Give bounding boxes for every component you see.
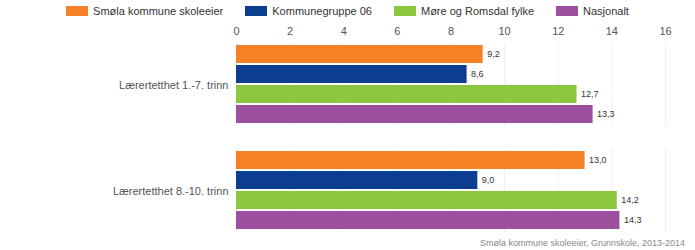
svg-text:9,0: 9,0 <box>482 175 495 185</box>
svg-text:2: 2 <box>287 25 293 37</box>
svg-text:9,2: 9,2 <box>487 49 500 59</box>
svg-text:Lærertetthet 1.-7. trinn: Lærertetthet 1.-7. trinn <box>119 79 228 91</box>
svg-text:8: 8 <box>448 25 454 37</box>
svg-text:6: 6 <box>394 25 400 37</box>
svg-text:12,7: 12,7 <box>581 89 599 99</box>
html-text:Kommunegruppe 06: Kommunegruppe 06 <box>272 5 372 17</box>
svg-text:12: 12 <box>552 25 564 37</box>
html-text:Smøla kommune skoleeier, Grunn: Smøla kommune skoleeier, Grunnskole, 201… <box>479 238 685 248</box>
svg-text:14,2: 14,2 <box>621 195 639 205</box>
svg-text:Lærertetthet 8.-10. trinn: Lærertetthet 8.-10. trinn <box>113 185 229 197</box>
svg-text:13,0: 13,0 <box>589 155 607 165</box>
html-text:Møre og Romsdal fylke: Møre og Romsdal fylke <box>421 5 535 17</box>
svg-text:14,3: 14,3 <box>624 215 642 225</box>
svg-text:0: 0 <box>233 25 239 37</box>
svg-text:14: 14 <box>606 25 618 37</box>
svg-text:8,6: 8,6 <box>471 69 484 79</box>
html-text:Nasjonalt: Nasjonalt <box>583 5 629 17</box>
svg-text:4: 4 <box>341 25 347 37</box>
svg-text:13,3: 13,3 <box>597 109 615 119</box>
html-text:Smøla kommune skoleeier: Smøla kommune skoleeier <box>93 5 224 17</box>
svg-text:16: 16 <box>659 25 671 37</box>
svg-text:10: 10 <box>499 25 511 37</box>
